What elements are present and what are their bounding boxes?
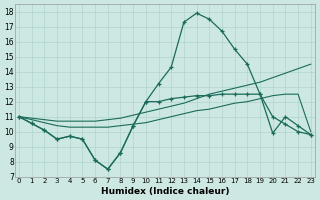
X-axis label: Humidex (Indice chaleur): Humidex (Indice chaleur) — [100, 187, 229, 196]
